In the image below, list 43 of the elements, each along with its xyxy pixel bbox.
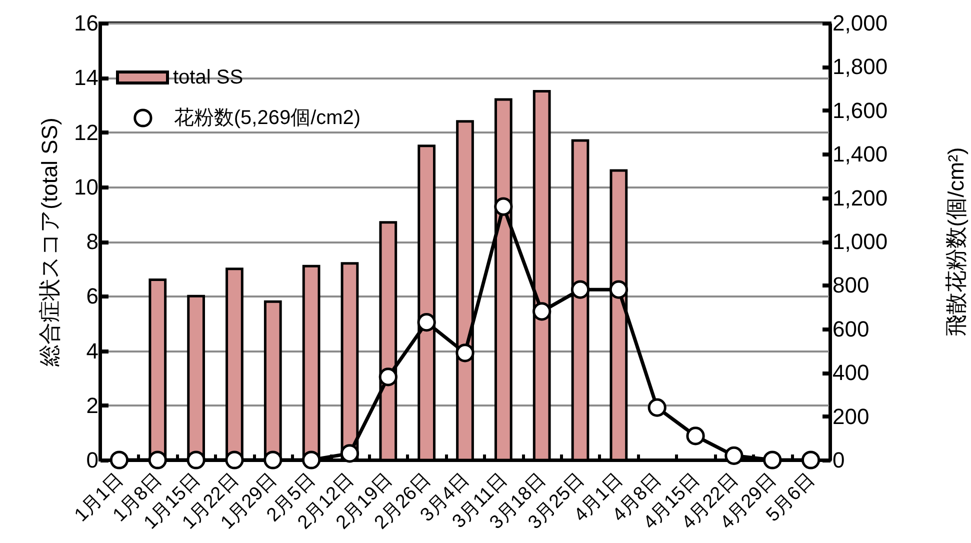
y-tick-label: 6 bbox=[86, 284, 98, 309]
y-tick-label: 14 bbox=[74, 65, 98, 90]
point bbox=[456, 344, 474, 362]
point bbox=[801, 450, 820, 470]
point bbox=[570, 280, 590, 299]
point bbox=[494, 197, 513, 216]
point bbox=[686, 426, 705, 446]
point bbox=[302, 450, 321, 470]
point bbox=[724, 446, 744, 465]
y2-tick-label: 1,000 bbox=[832, 229, 888, 254]
point bbox=[186, 450, 206, 470]
y2-axis-title: 飛散花粉数(個/cm²) bbox=[944, 147, 968, 337]
y-axis-title: 総合症状スコア(total SS) bbox=[37, 118, 62, 368]
y-tick-label: 0 bbox=[86, 448, 98, 472]
point bbox=[340, 444, 360, 463]
point bbox=[225, 450, 244, 470]
y2-tick-label: 200 bbox=[832, 404, 870, 429]
y2-tick-label: 1,400 bbox=[832, 142, 888, 167]
point bbox=[264, 450, 282, 470]
y2-tick-label: 1,200 bbox=[832, 185, 888, 210]
y-tick-label: 12 bbox=[74, 120, 98, 145]
y-tick-label: 8 bbox=[86, 229, 98, 254]
y2-tick-label: 1,600 bbox=[832, 98, 888, 123]
point bbox=[532, 302, 552, 321]
point bbox=[609, 280, 628, 299]
y-tick-label: 2 bbox=[86, 392, 98, 418]
y2-tick-label: 800 bbox=[832, 272, 870, 298]
y2-tick-label: 600 bbox=[832, 316, 870, 342]
point bbox=[648, 398, 666, 417]
point bbox=[378, 368, 398, 386]
y2-tick-label: 0 bbox=[832, 448, 845, 472]
y2-tick-label: 2,000 bbox=[832, 10, 888, 36]
point bbox=[148, 450, 167, 470]
point bbox=[110, 450, 129, 470]
y2-tick-label: 1,800 bbox=[832, 54, 888, 80]
y-tick-label: 10 bbox=[74, 174, 98, 200]
y2-tick-label: 400 bbox=[832, 360, 870, 386]
point bbox=[763, 450, 782, 470]
legend-label: total SS bbox=[173, 66, 244, 88]
y-tick-label: 4 bbox=[86, 338, 98, 364]
y-tick-label: 16 bbox=[74, 10, 98, 36]
legend-label: 花粉数(5,269個/cm2) bbox=[174, 107, 361, 129]
point bbox=[417, 313, 436, 332]
